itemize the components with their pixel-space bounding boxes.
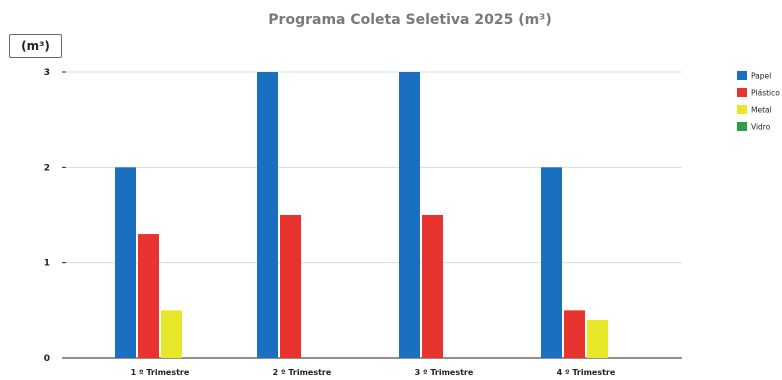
bar-plastico-2	[280, 215, 301, 358]
y-tick-label: 1	[44, 259, 50, 269]
x-axis-labels: 1 º Trimestre 2 º Trimestre 3 º Trimestre 4…	[131, 368, 616, 377]
x-category-label: 2 º Trimestre	[273, 368, 332, 377]
legend-label: Vidro	[751, 123, 771, 132]
legend-label: Metal	[751, 106, 772, 115]
bar-metal-4	[587, 319, 608, 358]
bar-plastico-3	[422, 215, 443, 358]
unit-label-box: (m³)	[9, 34, 62, 58]
y-tick-label: 2	[44, 163, 50, 173]
bar-papel-3	[399, 72, 420, 358]
x-category-label: 4 º Trimestre	[557, 368, 616, 377]
x-category-label: 3 º Trimestre	[415, 368, 474, 377]
x-category-label: 1 º Trimestre	[131, 368, 190, 377]
legend-swatch	[737, 88, 747, 97]
y-tick-label: 3	[44, 68, 50, 78]
legend-label: Plástico	[751, 89, 780, 98]
bar-papel-4	[541, 167, 562, 358]
y-tick-label: 0	[44, 354, 50, 364]
legend-swatch	[737, 71, 747, 80]
legend-label: Papel	[751, 72, 771, 81]
legend-swatch	[737, 122, 747, 131]
bar-plastico-1	[138, 234, 159, 358]
chart-title: Programa Coleta Seletiva 2025 (m³)	[268, 12, 551, 28]
bar-plastico-4	[564, 310, 585, 358]
bars	[115, 72, 608, 358]
y-axis-ticks: 0 1 2 3	[44, 68, 50, 364]
unit-label: (m³)	[21, 39, 50, 53]
legend: Papel Plástico Metal Vidro	[737, 71, 780, 132]
bar-papel-2	[257, 72, 278, 358]
legend-swatch	[737, 105, 747, 114]
bar-papel-1	[115, 167, 136, 358]
bar-metal-1	[161, 310, 182, 358]
